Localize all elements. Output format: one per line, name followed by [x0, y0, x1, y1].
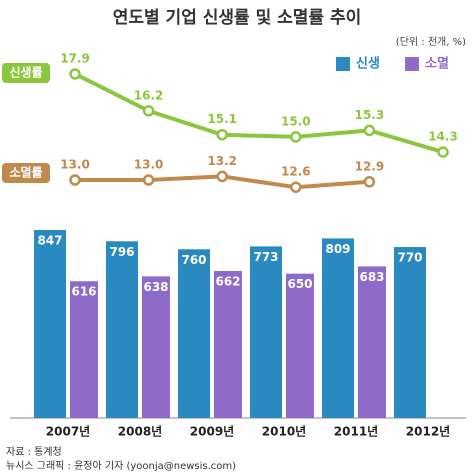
legend-swatch: [336, 57, 350, 71]
bar-value-label: 847: [37, 233, 62, 247]
bar: [178, 249, 210, 418]
bar-value-label: 770: [397, 251, 422, 265]
bar: [142, 276, 170, 418]
legend-label: 소멸: [425, 57, 449, 72]
series-tag: [2, 163, 50, 183]
credit: 뉴시스 그래픽 : 윤정아 기자 (yoonja@newsis.com): [6, 460, 236, 472]
source: 자료 : 통계청: [6, 446, 62, 458]
bar: [394, 247, 426, 418]
series-tag: [2, 63, 50, 83]
line-value-label: 15.3: [355, 108, 385, 122]
line-value-label: 13.2: [207, 154, 237, 168]
bar-value-label: 760: [181, 253, 206, 267]
line-point: [363, 124, 376, 137]
line-point: [69, 68, 81, 80]
x-tick-label: 2008년: [118, 425, 162, 439]
line: [74, 72, 444, 155]
bar: [70, 281, 98, 418]
bar-value-label: 683: [359, 270, 384, 284]
line-point: [437, 146, 449, 158]
x-tick-label: 2011년: [334, 425, 378, 439]
bar-value-label: 616: [71, 285, 96, 299]
unit-note: (단위 : 천개, %): [396, 35, 466, 48]
x-tick-label: 2010년: [262, 425, 306, 439]
bar: [250, 246, 282, 418]
line-point: [290, 131, 302, 143]
x-tick-label: 2012년: [406, 425, 450, 439]
series-tag-label: 소멸률: [9, 166, 42, 180]
line-value-label: 15.1: [207, 112, 237, 126]
line-value-label: 16.2: [134, 88, 164, 102]
line-value-label: 12.6: [281, 165, 311, 179]
series-tag-label: 신생률: [9, 65, 42, 80]
bar: [106, 241, 138, 418]
line-point: [290, 181, 302, 193]
bar: [358, 266, 386, 418]
legend-swatch: [405, 57, 419, 71]
bar-value-label: 650: [287, 277, 312, 291]
line-value-label: 12.9: [355, 159, 385, 173]
line-value-label: 13.0: [60, 158, 90, 172]
chart-title: 연도별 기업 신생률 및 소멸률 추이: [113, 8, 362, 28]
bar: [286, 273, 314, 418]
line-value-label: 13.0: [134, 158, 164, 172]
bar: [322, 238, 354, 418]
bar-value-label: 638: [143, 280, 168, 294]
bar-value-label: 773: [253, 250, 278, 264]
bar-value-label: 662: [215, 275, 240, 289]
x-tick-label: 2007년: [46, 425, 90, 439]
bar-value-label: 809: [325, 242, 350, 256]
line-value-label: 15.0: [281, 114, 311, 128]
bar-value-label: 796: [109, 245, 134, 259]
bar: [34, 229, 66, 418]
line-point: [216, 128, 228, 141]
bar: [214, 271, 242, 418]
line-point: [363, 176, 376, 188]
legend-label: 신생: [356, 57, 380, 72]
line-point: [142, 174, 155, 186]
line-value-label: 14.3: [428, 130, 458, 144]
line-point: [142, 105, 155, 117]
line-point: [216, 170, 228, 183]
line-value-label: 17.9: [60, 51, 90, 65]
line-point: [69, 174, 81, 186]
x-tick-label: 2009년: [190, 425, 234, 439]
